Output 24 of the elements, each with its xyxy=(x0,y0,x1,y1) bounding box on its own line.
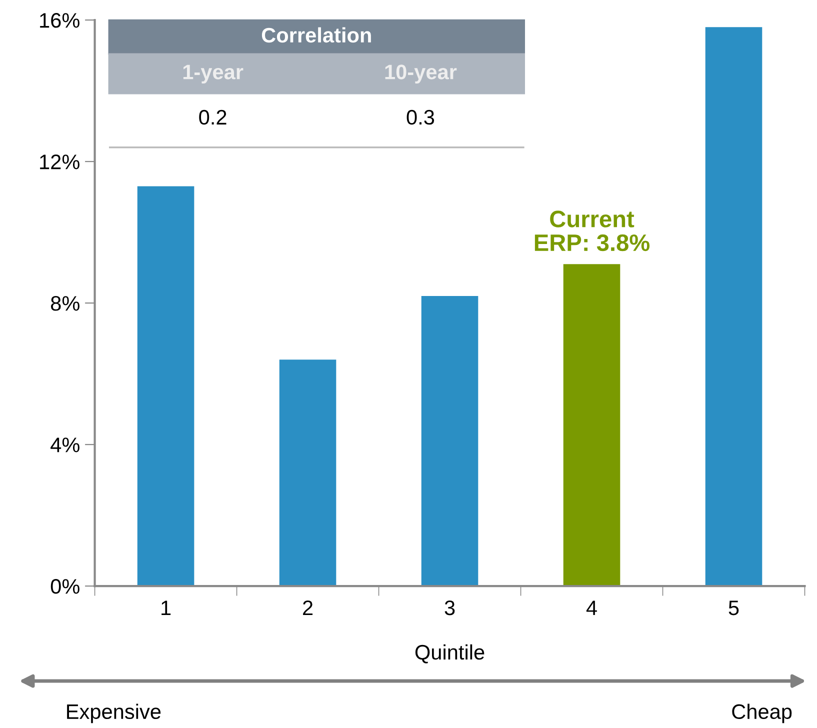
y-tick-label: 8% xyxy=(50,296,80,311)
bar xyxy=(279,360,336,586)
annotation: 10-year xyxy=(385,64,457,84)
y-tick-label: 16% xyxy=(40,13,80,28)
x-tick-label: 2 xyxy=(303,600,313,616)
annotation: Correlation xyxy=(262,27,371,43)
x-tick-label: 5 xyxy=(728,600,739,616)
annotation: 0.2 xyxy=(199,110,226,125)
text: Cheap xyxy=(732,704,792,724)
y-tick-label: 0% xyxy=(50,579,80,594)
bar xyxy=(563,264,620,586)
x-tick-label: 4 xyxy=(586,600,597,616)
bar xyxy=(137,186,194,586)
x-axis-title: Quintile xyxy=(415,644,484,664)
x-tick-label: 3 xyxy=(444,600,455,616)
bar xyxy=(421,296,478,586)
x-tick-label: 1 xyxy=(162,600,171,616)
bar xyxy=(705,27,762,586)
y-tick-label: 12% xyxy=(40,154,80,170)
annotation: 0.3 xyxy=(406,110,434,125)
y-tick-label: 4% xyxy=(50,438,80,452)
annotation: 1-year xyxy=(183,64,244,84)
annotation: Current ERP: 3.8% xyxy=(534,210,650,252)
text: Expensive xyxy=(67,704,161,724)
